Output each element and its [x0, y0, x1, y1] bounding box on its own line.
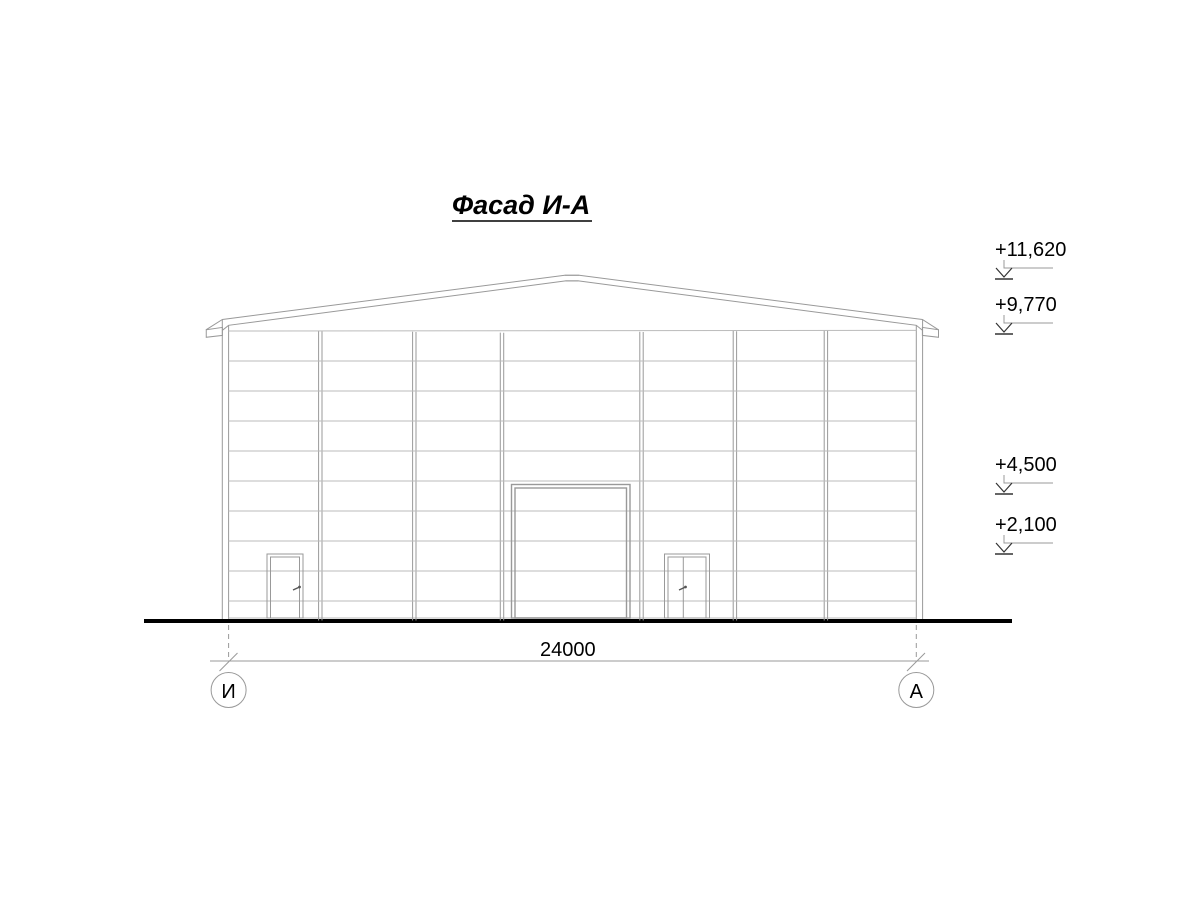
svg-text:A: A: [910, 681, 924, 703]
svg-text:Фасад И-А: Фасад И-А: [452, 190, 590, 220]
svg-text:+4,500: +4,500: [995, 454, 1057, 476]
svg-text:+2,100: +2,100: [995, 514, 1057, 536]
svg-text:+9,770: +9,770: [995, 294, 1057, 316]
svg-text:24000: 24000: [540, 639, 596, 661]
svg-text:И: И: [221, 681, 235, 703]
svg-text:+11,620: +11,620: [995, 239, 1066, 261]
